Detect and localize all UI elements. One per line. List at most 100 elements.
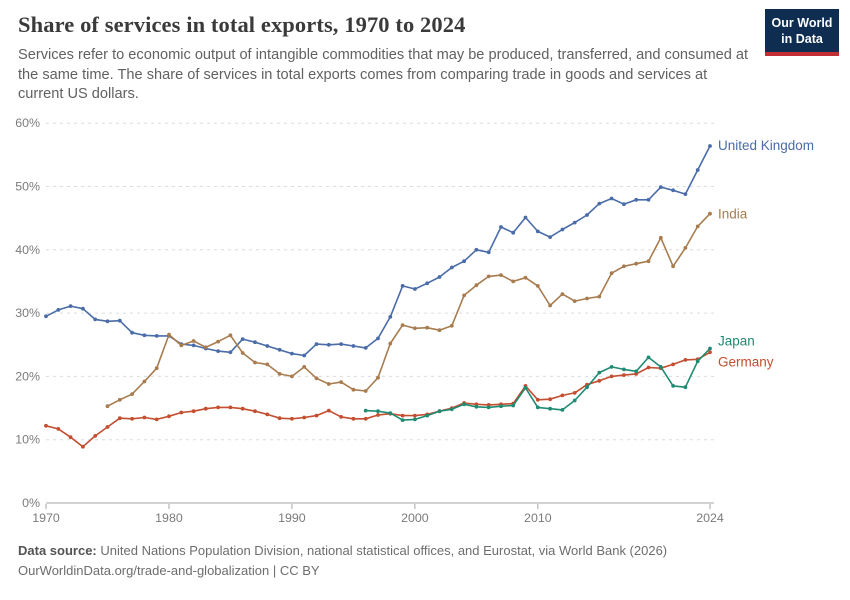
data-point-united-kingdom bbox=[130, 330, 135, 335]
data-point-united-kingdom bbox=[314, 341, 319, 346]
series-united-kingdom[interactable]: United Kingdom bbox=[44, 138, 814, 358]
data-point-germany bbox=[535, 397, 540, 402]
data-point-japan bbox=[449, 407, 454, 411]
data-point-united-kingdom bbox=[228, 350, 233, 354]
entity-label-germany[interactable]: Germany bbox=[718, 354, 774, 369]
data-point-united-kingdom bbox=[302, 353, 307, 358]
data-point-india bbox=[462, 293, 466, 297]
data-point-united-kingdom bbox=[683, 191, 688, 196]
data-point-india bbox=[523, 275, 528, 280]
data-point-germany bbox=[671, 362, 675, 366]
data-point-germany bbox=[351, 416, 356, 421]
data-point-india bbox=[413, 326, 417, 330]
data-point-india bbox=[314, 376, 319, 380]
data-point-germany bbox=[708, 350, 712, 354]
data-point-japan bbox=[437, 408, 442, 413]
data-point-japan bbox=[486, 405, 491, 409]
data-point-india bbox=[326, 381, 331, 386]
entity-label-united-kingdom[interactable]: United Kingdom bbox=[718, 138, 814, 153]
data-point-india bbox=[646, 258, 651, 263]
data-source-line: Data source: United Nations Population D… bbox=[18, 541, 832, 562]
data-point-united-kingdom bbox=[671, 188, 675, 192]
data-point-germany bbox=[191, 408, 196, 413]
data-point-india bbox=[572, 298, 577, 303]
logo-line-2: in Data bbox=[781, 32, 823, 46]
data-point-united-kingdom bbox=[142, 333, 147, 337]
data-point-united-kingdom bbox=[290, 351, 294, 356]
data-point-united-kingdom bbox=[585, 212, 589, 217]
data-point-india bbox=[695, 224, 700, 228]
data-point-germany bbox=[68, 434, 73, 439]
chart-area: 0% 10% 20% 30% 40% 50% 60% 1970 1980 1990 2000 2010… bbox=[0, 107, 850, 537]
data-point-united-kingdom bbox=[622, 201, 626, 206]
data-point-japan bbox=[400, 417, 405, 422]
data-point-india bbox=[265, 362, 270, 366]
data-source-label: Data source: bbox=[18, 542, 97, 558]
data-point-japan bbox=[560, 407, 565, 412]
line-chart[interactable]: 0% 10% 20% 30% 40% 50% 60% 1970 1980 1990 2000 2010… bbox=[0, 107, 850, 537]
data-point-united-kingdom bbox=[400, 283, 405, 288]
data-point-united-kingdom bbox=[44, 314, 48, 318]
data-point-india bbox=[228, 333, 233, 337]
data-point-united-kingdom bbox=[81, 306, 85, 311]
data-point-germany bbox=[572, 390, 577, 395]
data-source-text: United Nations Population Division, nati… bbox=[100, 542, 668, 558]
data-point-india bbox=[486, 274, 491, 278]
data-point-germany bbox=[105, 424, 110, 429]
series-india[interactable]: India bbox=[105, 206, 748, 408]
data-point-japan bbox=[708, 346, 712, 351]
data-point-india bbox=[499, 272, 503, 277]
series-line-india[interactable] bbox=[107, 212, 711, 407]
data-point-india bbox=[671, 264, 675, 268]
data-point-india bbox=[376, 375, 380, 380]
data-point-germany bbox=[56, 426, 61, 431]
data-point-germany bbox=[253, 408, 257, 413]
data-point-germany bbox=[622, 372, 626, 377]
series-line-united-kingdom[interactable] bbox=[45, 145, 711, 356]
data-point-japan bbox=[425, 413, 430, 418]
data-point-united-kingdom bbox=[388, 314, 393, 319]
series-line-japan[interactable] bbox=[365, 347, 711, 421]
data-point-japan bbox=[585, 384, 589, 389]
y-axis-label: 50% bbox=[15, 179, 40, 193]
data-point-germany bbox=[117, 415, 122, 420]
data-point-india bbox=[277, 371, 282, 376]
data-point-germany bbox=[154, 417, 159, 421]
data-point-germany bbox=[314, 413, 319, 418]
data-point-japan bbox=[622, 367, 626, 371]
data-point-united-kingdom bbox=[548, 234, 552, 239]
data-point-germany bbox=[216, 405, 221, 409]
data-point-india bbox=[622, 264, 626, 268]
data-point-germany bbox=[339, 414, 343, 419]
footer: Data source: United Nations Population D… bbox=[0, 537, 850, 583]
license-line: OurWorldinData.org/trade-and-globalizati… bbox=[18, 563, 320, 579]
data-point-japan bbox=[474, 404, 479, 409]
data-point-united-kingdom bbox=[253, 339, 257, 344]
data-point-united-kingdom bbox=[535, 229, 540, 233]
data-point-united-kingdom bbox=[68, 303, 73, 308]
data-point-germany bbox=[326, 408, 331, 413]
data-point-united-kingdom bbox=[56, 307, 61, 312]
data-point-india bbox=[339, 379, 343, 384]
data-point-united-kingdom bbox=[597, 201, 602, 206]
data-point-germany bbox=[363, 416, 368, 421]
y-axis-label: 10% bbox=[15, 432, 40, 446]
data-point-united-kingdom bbox=[708, 143, 712, 148]
data-point-germany bbox=[376, 412, 380, 417]
entity-label-japan[interactable]: Japan bbox=[718, 333, 755, 348]
series-japan[interactable]: Japan bbox=[363, 333, 755, 422]
data-point-india bbox=[597, 294, 602, 299]
x-axis-label: 2024 bbox=[696, 511, 724, 525]
series-germany[interactable]: Germany bbox=[44, 350, 774, 449]
data-point-germany bbox=[634, 371, 639, 376]
data-point-united-kingdom bbox=[216, 348, 221, 353]
data-point-india bbox=[191, 338, 196, 343]
data-point-japan bbox=[572, 398, 577, 403]
page-title: Share of services in total exports, 1970… bbox=[18, 12, 466, 37]
data-point-germany bbox=[609, 374, 614, 378]
data-point-united-kingdom bbox=[499, 224, 503, 229]
data-point-india bbox=[683, 245, 688, 250]
logo-line-1: Our World bbox=[771, 16, 833, 30]
data-point-united-kingdom bbox=[609, 196, 614, 201]
entity-label-india[interactable]: India bbox=[718, 206, 748, 221]
